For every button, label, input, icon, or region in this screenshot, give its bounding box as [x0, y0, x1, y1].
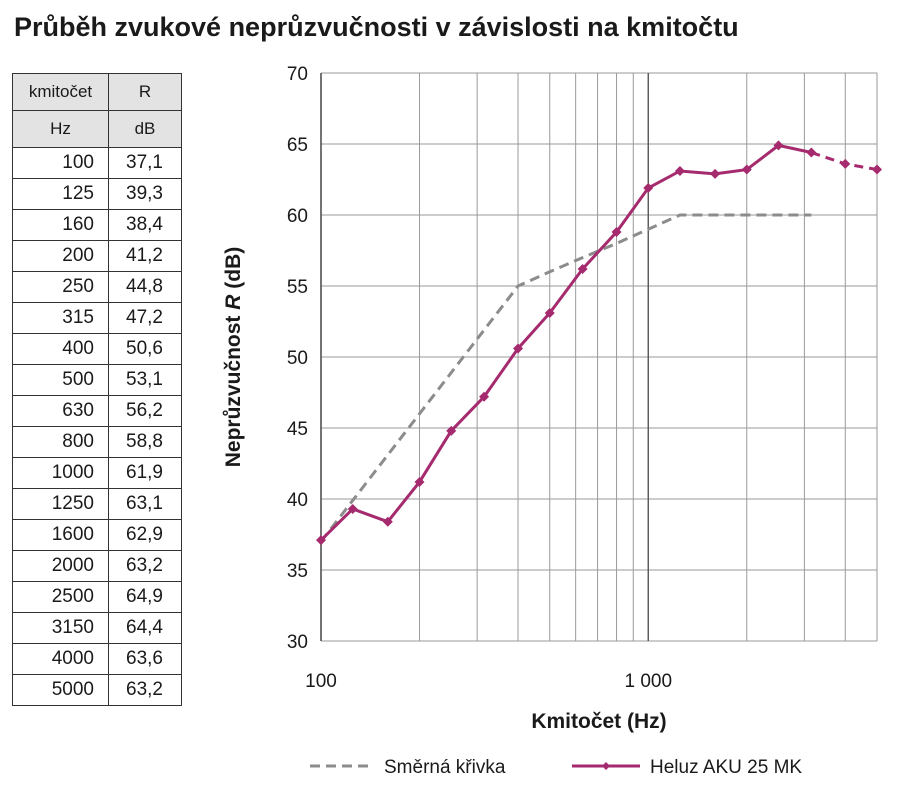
table-header-row: kmitočet R — [12, 73, 182, 111]
data-point-heluz — [544, 307, 555, 318]
table-cell-r: 63,2 — [108, 550, 182, 582]
data-point-heluz — [479, 391, 490, 402]
table-cell-r: 39,3 — [108, 178, 182, 210]
table-cell-r: 47,2 — [108, 302, 182, 334]
table-cell-r: 61,9 — [108, 457, 182, 489]
data-point-heluz — [577, 263, 588, 274]
table-header-frequency: kmitočet — [12, 73, 109, 111]
x-axis-ticks: 100 1 000 — [305, 671, 672, 692]
data-point-heluz — [643, 183, 654, 194]
series-line-heluz — [319, 143, 812, 542]
data-point-heluz — [414, 476, 425, 487]
table-cell-r: 63,2 — [108, 674, 182, 706]
table-cell-frequency: 100 — [12, 147, 109, 179]
x-tick-label: 1 000 — [624, 671, 672, 692]
legend-label-heluz: Heluz AKU 25 MK — [650, 757, 802, 778]
y-tick-label: 60 — [287, 206, 308, 227]
legend-label-smerna: Směrná křivka — [384, 757, 506, 778]
table-row: 400 50,6 — [12, 333, 182, 365]
table-row: 250 44,8 — [12, 271, 182, 303]
table-cell-frequency: 1000 — [12, 457, 109, 489]
series-line-smerna — [319, 213, 812, 543]
data-point-heluz — [316, 535, 326, 546]
table-cell-r: 53,1 — [108, 364, 182, 396]
data-point-heluz — [773, 140, 784, 151]
data-point-heluz — [872, 164, 882, 175]
data-point-heluz — [513, 343, 524, 354]
table-cell-r: 38,4 — [108, 209, 182, 241]
y-tick-label: 45 — [287, 419, 308, 440]
table-cell-frequency: 5000 — [12, 674, 109, 706]
table-header-r: R — [108, 73, 182, 111]
y-axis-label-var: R — [222, 294, 245, 310]
data-point-heluz — [806, 147, 817, 158]
data-point-heluz — [347, 503, 358, 514]
table-row: 5000 63,2 — [12, 674, 182, 706]
y-tick-label: 30 — [287, 632, 308, 653]
table-row: 630 56,2 — [12, 395, 182, 427]
x-axis-label: Kmitočet (Hz) — [531, 710, 666, 733]
table-cell-r: 64,9 — [108, 581, 182, 613]
table-cell-frequency: 160 — [12, 209, 109, 241]
table-cell-frequency: 1600 — [12, 519, 109, 551]
table-row: 4000 63,6 — [12, 643, 182, 675]
table-row: 200 41,2 — [12, 240, 182, 272]
table-row: 2500 64,9 — [12, 581, 182, 613]
legend-marker-heluz — [602, 762, 610, 770]
table-unit-row: Hz dB — [12, 110, 182, 148]
data-point-heluz — [840, 158, 851, 169]
chart-series — [316, 140, 882, 546]
table-cell-frequency: 315 — [12, 302, 109, 334]
y-tick-label: 35 — [287, 561, 308, 582]
table-unit-db: dB — [108, 110, 182, 148]
table-cell-frequency: 1250 — [12, 488, 109, 520]
y-tick-label: 55 — [287, 277, 308, 298]
data-point-heluz — [611, 227, 622, 238]
data-point-heluz — [710, 168, 721, 179]
table-cell-r: 63,6 — [108, 643, 182, 675]
chart-legend: Směrná křivka Heluz AKU 25 MK — [310, 757, 802, 778]
y-axis-ticks: 30 35 40 45 50 55 60 65 70 — [287, 64, 308, 653]
values-table: kmitočet R Hz dB 100 37,1 125 39,3 160 38,4 20… — [12, 73, 182, 706]
table-row: 100 37,1 — [12, 147, 182, 179]
table-row: 160 38,4 — [12, 209, 182, 241]
x-tick-label: 100 — [305, 671, 337, 692]
table-cell-r: 50,6 — [108, 333, 182, 365]
data-point-heluz — [446, 425, 457, 436]
table-cell-frequency: 4000 — [12, 643, 109, 675]
chart-title: Průběh zvukové neprůzvučnosti v závislos… — [14, 12, 739, 42]
data-point-heluz — [741, 164, 752, 175]
table-row: 500 53,1 — [12, 364, 182, 396]
table-cell-frequency: 125 — [12, 178, 109, 210]
y-tick-label: 40 — [287, 490, 308, 511]
table-cell-frequency: 630 — [12, 395, 109, 427]
y-axis-label: Neprůzvučnost R (dB) — [222, 247, 245, 468]
data-point-heluz — [382, 516, 393, 527]
table-cell-r: 44,8 — [108, 271, 182, 303]
y-tick-label: 65 — [287, 135, 308, 156]
y-tick-label: 70 — [287, 64, 308, 85]
table-row: 125 39,3 — [12, 178, 182, 210]
y-tick-label: 50 — [287, 348, 308, 369]
table-row: 315 47,2 — [12, 302, 182, 334]
y-axis-label-main: Neprůzvučnost — [222, 310, 245, 468]
data-point-heluz — [674, 165, 685, 176]
table-row: 1000 61,9 — [12, 457, 182, 489]
table-cell-r: 41,2 — [108, 240, 182, 272]
chart-grid — [320, 72, 878, 642]
table-cell-frequency: 2500 — [12, 581, 109, 613]
table-cell-frequency: 200 — [12, 240, 109, 272]
y-axis-label-unit: (dB) — [222, 247, 245, 295]
